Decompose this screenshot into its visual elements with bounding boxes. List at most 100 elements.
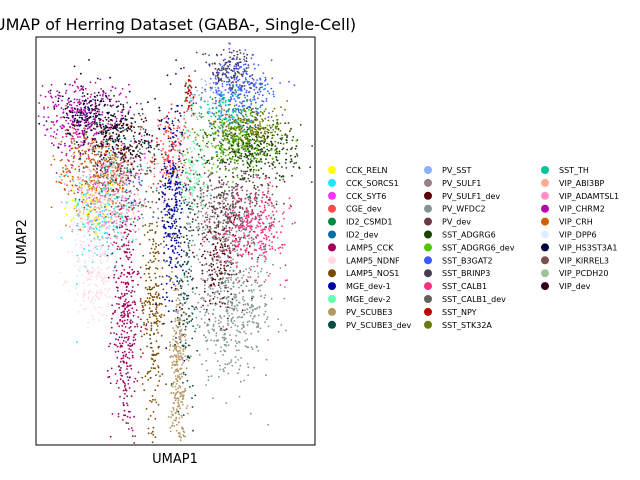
data-point: [100, 247, 103, 250]
data-point: [111, 252, 114, 255]
data-point: [225, 110, 228, 113]
data-point: [219, 368, 222, 371]
data-point: [130, 349, 132, 351]
data-point: [188, 186, 191, 189]
data-point: [279, 179, 281, 181]
data-point: [267, 235, 270, 238]
data-point: [251, 320, 254, 323]
data-point: [131, 301, 134, 304]
data-point: [187, 272, 190, 274]
data-point: [116, 303, 118, 305]
data-point: [94, 245, 97, 248]
data-point: [191, 291, 194, 293]
data-point: [241, 105, 244, 108]
data-point: [196, 324, 199, 326]
data-point: [180, 255, 183, 258]
data-point: [251, 317, 254, 320]
data-point: [200, 97, 203, 99]
data-point: [71, 199, 74, 202]
data-point: [165, 116, 167, 119]
data-point: [144, 286, 147, 289]
data-point: [163, 240, 165, 243]
data-point: [218, 233, 221, 236]
data-point: [258, 121, 261, 123]
data-point: [208, 240, 210, 243]
data-point: [187, 178, 189, 181]
data-point: [235, 307, 238, 310]
data-point: [221, 74, 224, 76]
data-point: [276, 159, 279, 162]
data-point: [140, 206, 143, 208]
data-point: [177, 125, 180, 127]
data-point: [154, 252, 157, 255]
data-point: [237, 281, 239, 284]
data-point: [208, 320, 211, 322]
data-point: [142, 217, 144, 219]
data-point: [223, 198, 225, 201]
data-point: [192, 325, 195, 327]
data-point: [258, 285, 260, 288]
data-point: [263, 204, 266, 207]
data-point: [249, 227, 252, 230]
data-point: [209, 89, 212, 92]
data-point: [226, 80, 228, 83]
data-point: [128, 109, 131, 112]
data-point: [90, 275, 93, 278]
data-point: [111, 244, 114, 246]
data-point: [185, 187, 188, 189]
data-point: [121, 324, 124, 327]
data-point: [171, 136, 174, 138]
data-point: [125, 353, 128, 356]
data-point: [123, 330, 126, 333]
data-point: [180, 340, 183, 342]
data-point: [102, 272, 104, 275]
data-point: [137, 316, 140, 318]
data-point: [183, 111, 186, 114]
data-point: [265, 195, 268, 197]
data-point: [210, 375, 213, 377]
data-point: [232, 172, 234, 174]
data-point: [178, 294, 180, 296]
data-point: [162, 201, 165, 204]
data-point: [185, 82, 188, 85]
data-point: [230, 288, 233, 290]
data-point: [106, 267, 109, 270]
data-point: [248, 202, 251, 205]
data-point: [216, 266, 219, 269]
data-point: [247, 177, 250, 180]
data-point: [213, 62, 216, 64]
data-point: [221, 280, 224, 283]
data-point: [241, 174, 243, 177]
data-point: [187, 190, 190, 192]
data-point: [276, 172, 278, 175]
data-point: [202, 279, 204, 282]
data-point: [245, 216, 248, 218]
data-point: [178, 165, 181, 168]
data-point: [127, 422, 129, 424]
data-point: [157, 346, 160, 348]
data-point: [187, 221, 190, 224]
data-point: [145, 264, 147, 267]
data-point: [224, 129, 227, 131]
data-point: [249, 170, 252, 172]
data-point: [179, 242, 182, 245]
data-point: [214, 146, 216, 149]
data-point: [256, 119, 259, 121]
data-point: [176, 129, 179, 132]
data-point: [176, 316, 179, 319]
data-point: [206, 160, 209, 162]
data-point: [220, 179, 223, 182]
data-point: [274, 131, 276, 133]
data-point: [237, 330, 240, 333]
data-point: [156, 319, 159, 322]
data-point: [125, 372, 128, 375]
data-point: [157, 217, 160, 220]
data-point: [169, 341, 171, 344]
data-point: [154, 248, 156, 251]
data-point: [223, 296, 226, 298]
data-point: [177, 399, 180, 401]
data-point: [82, 296, 84, 299]
data-point: [197, 134, 200, 137]
data-point: [278, 152, 281, 155]
data-point: [249, 412, 252, 415]
